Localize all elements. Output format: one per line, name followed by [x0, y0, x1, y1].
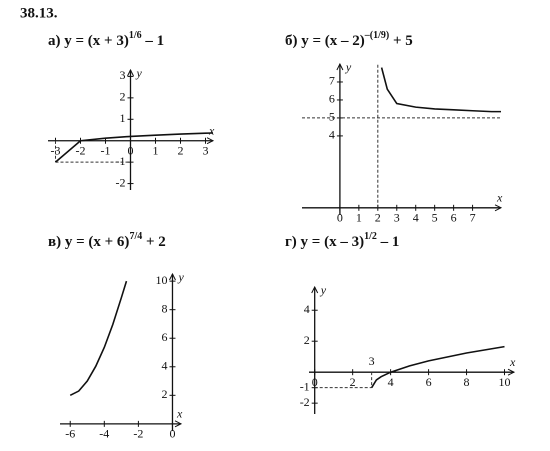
x-arrow [206, 137, 215, 145]
curve [380, 67, 501, 113]
y-tick-label: 1 [120, 111, 126, 125]
x-axis-label: x [509, 355, 516, 369]
title-exponent: 1/2 [364, 231, 377, 242]
x-tick-label: -3 [51, 143, 61, 157]
title-tail: + 5 [389, 33, 413, 49]
y-tick-label: 6 [329, 92, 335, 106]
y-tick-label: 2 [161, 387, 167, 401]
title-text: г) y = (x – 3) [285, 234, 364, 250]
y-tick-label: 8 [161, 301, 167, 315]
x-tick-label: 4 [388, 375, 394, 389]
x-tick-label: -4 [99, 427, 109, 441]
x-axis-label: x [496, 191, 503, 205]
x-tick-label: 3 [394, 211, 400, 225]
title-text: б) y = (x – 2) [285, 33, 365, 49]
x-arrow [174, 420, 183, 428]
title-tail: + 2 [142, 234, 166, 250]
chart-title: а) y = (x + 3)1/6 – 1 [48, 30, 164, 49]
chart-title: б) y = (x – 2)–(1/9) + 5 [285, 30, 413, 49]
x-tick-label: 3 [203, 143, 209, 157]
chart-title: в) y = (x + 6)7/4 + 2 [48, 231, 166, 250]
y-tick-label: -1 [116, 154, 126, 168]
y-arrow [336, 62, 344, 71]
x-tick-label: 1 [153, 143, 159, 157]
curve [69, 280, 128, 397]
y-arrow [169, 272, 176, 281]
x-tick-label: 6 [426, 375, 432, 389]
x-axis-label: x [208, 123, 215, 137]
x-tick-label: 0 [312, 375, 318, 389]
x-tick-label: 10 [499, 375, 511, 389]
x-tick-label: -2 [76, 143, 86, 157]
title-text: а) y = (x + 3) [48, 33, 129, 49]
y-tick-label: -2 [300, 395, 310, 409]
y-arrow [311, 285, 319, 294]
x-tick-label: -6 [65, 427, 75, 441]
title-exponent: –(1/9) [364, 30, 389, 41]
x-tick-label: 0 [169, 427, 175, 441]
title-tail: – 1 [142, 33, 165, 49]
x-tick-label: 4 [413, 211, 419, 225]
x-tick-label: 2 [178, 143, 184, 157]
x-tick-label: 7 [470, 211, 476, 225]
annotation: 3 [369, 354, 375, 368]
x-axis-label: x [176, 407, 183, 421]
y-axis-label: y [177, 270, 184, 284]
y-axis-label: y [136, 66, 143, 80]
x-tick-label: -1 [101, 143, 111, 157]
y-axis-label: y [320, 283, 327, 297]
x-tick-label: 2 [350, 375, 356, 389]
x-tick-label: 1 [356, 211, 362, 225]
y-tick-label: 2 [304, 333, 310, 347]
title-tail: – 1 [377, 234, 400, 250]
title-text: в) y = (x + 6) [48, 234, 129, 250]
x-arrow [507, 368, 516, 376]
x-tick-label: -2 [133, 427, 143, 441]
y-tick-label: 4 [161, 359, 167, 373]
x-tick-label: 5 [432, 211, 438, 225]
y-tick-label: 6 [161, 330, 167, 344]
title-exponent: 1/6 [129, 30, 142, 41]
y-axis-label: y [345, 60, 352, 74]
curve [54, 132, 214, 163]
x-tick-label: 0 [128, 143, 134, 157]
x-arrow [494, 204, 503, 212]
y-tick-label: 7 [329, 74, 335, 88]
x-tick-label: 6 [451, 211, 457, 225]
y-tick-label: 2 [120, 90, 126, 104]
y-tick-label: 4 [304, 302, 310, 316]
y-arrow [127, 68, 134, 77]
exercise-number: 38.13. [20, 5, 58, 21]
x-tick-label: 0 [337, 211, 343, 225]
y-tick-label: 4 [329, 128, 335, 142]
x-tick-label: 2 [375, 211, 381, 225]
title-exponent: 7/4 [129, 231, 142, 242]
y-tick-label: 5 [329, 110, 335, 124]
y-tick-label: -2 [116, 175, 126, 189]
y-tick-label: -1 [300, 379, 310, 393]
y-tick-label: 10 [155, 273, 167, 287]
curve [370, 345, 505, 389]
y-tick-label: 3 [120, 68, 126, 82]
x-tick-label: 8 [464, 375, 470, 389]
chart-title: г) y = (x – 3)1/2 – 1 [285, 231, 399, 250]
